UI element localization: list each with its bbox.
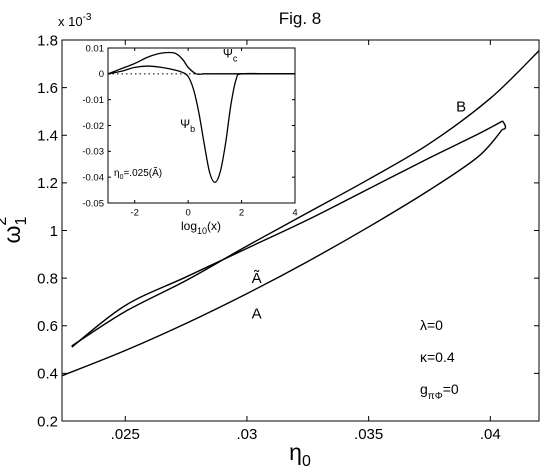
inset-x-axis-label: log10(x) [181, 219, 221, 236]
main-series-turning-point [501, 120, 507, 130]
main-y-tick-label: 0.6 [37, 318, 58, 335]
inset-x-tick-label: -2 [130, 208, 138, 219]
inset-y-tick-label: -0.02 [82, 121, 104, 132]
param-kappa: κ=0.4 [420, 349, 455, 365]
main-series-line-a [71, 120, 503, 348]
main-y-axis-label: ω12 [0, 216, 30, 243]
main-y-tick-label: 0.4 [37, 366, 58, 383]
svg-text:ω12: ω12 [0, 216, 30, 243]
inset-x-tick-label: 2 [239, 208, 244, 219]
y-multiplier: x 10-3 [58, 12, 92, 29]
inset-note: η0=.025(Ã) [114, 166, 162, 181]
main-series-line-b [71, 50, 540, 347]
main-y-tick-label: 0.2 [37, 413, 58, 430]
main-y-tick-label: 0.8 [37, 270, 58, 287]
main-x-axis-label: η0 [289, 439, 311, 466]
figure-title: Fig. 8 [279, 9, 322, 28]
inset-x-tick-label: 4 [292, 208, 297, 219]
inset-x-tick-label: 0 [185, 208, 190, 219]
param-g-pi-phi: gπΦ=0 [420, 381, 459, 402]
inset-annotations: Ψc Ψb [180, 47, 238, 135]
main-series-label-a: A [252, 306, 262, 323]
inset-y-tick-label: -0.04 [82, 172, 104, 183]
param-lambda: λ=0 [420, 317, 443, 333]
inset-series-group [107, 51, 295, 183]
main-x-ticks: .025 .03 .035 .04 [111, 40, 501, 443]
main-y-ticks: 0.2 0.4 0.6 0.8 1 1.2 1.4 1.6 1.8 [37, 32, 539, 430]
main-series-label-b: B [456, 98, 466, 115]
main-y-tick-label: 1.4 [37, 128, 58, 145]
main-series-label-a: Ã [252, 270, 262, 287]
main-series-group [61, 50, 540, 377]
main-x-tick-label: .03 [237, 426, 258, 443]
main-series-line-a [61, 128, 504, 377]
inset-y-tick-label: 0.01 [86, 43, 105, 54]
inset-series-line-psi-b [107, 65, 295, 183]
inset-y-tick-label: 0 [99, 69, 104, 80]
inset-y-tick-label: -0.05 [82, 198, 104, 209]
main-y-tick-label: 1.6 [37, 80, 58, 97]
main-x-tick-label: .025 [111, 426, 140, 443]
main-x-tick-label: .04 [480, 426, 501, 443]
main-y-tick-label: 1 [50, 223, 58, 240]
main-annotations: B Ã A [252, 98, 466, 322]
main-x-tick-label: .035 [354, 426, 383, 443]
inset-y-tick-label: -0.03 [82, 147, 104, 158]
inset-series-label-psi-c: Ψc [223, 47, 238, 64]
inset-series-label-psi-b: Ψb [180, 117, 195, 134]
inset-y-tick-label: -0.01 [82, 95, 104, 106]
main-y-tick-label: 1.2 [37, 175, 58, 192]
main-y-tick-label: 1.8 [37, 32, 58, 49]
